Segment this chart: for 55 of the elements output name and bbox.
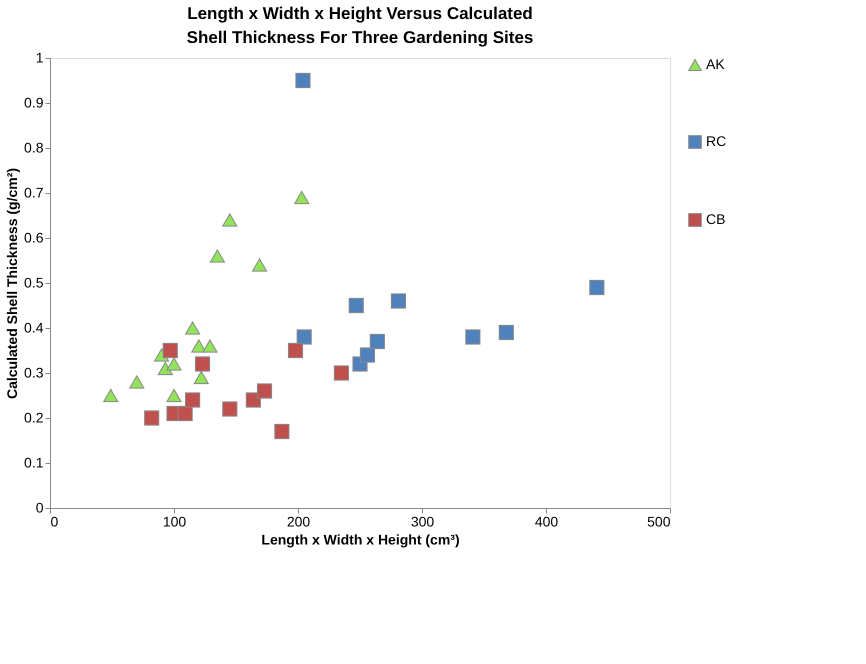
point: [390, 293, 406, 309]
point: [348, 298, 364, 314]
point: [194, 356, 210, 372]
point: [178, 406, 193, 422]
legend-label: CB: [706, 211, 726, 227]
point: [202, 339, 218, 353]
point: [589, 280, 604, 296]
point: [294, 190, 310, 204]
y-tick-label: 0.3: [24, 364, 44, 380]
y-axis-title: Calculated Shell Thickness (g/cm²): [4, 168, 20, 400]
y-tick-label: 0.1: [24, 454, 44, 470]
point: [144, 410, 160, 426]
x-tick-label: 100: [162, 514, 186, 530]
point: [222, 401, 238, 417]
point: [288, 342, 304, 358]
point: [166, 357, 182, 371]
point: [256, 383, 272, 399]
x-tick-label: 0: [50, 514, 58, 530]
point: [334, 365, 349, 381]
point: [252, 258, 268, 272]
x-tick-label: 300: [410, 514, 434, 530]
point: [158, 362, 173, 376]
point: [222, 213, 238, 227]
x-tick-label: 400: [534, 514, 558, 530]
legend-label: AK: [706, 56, 726, 72]
point: [210, 249, 225, 263]
point: [360, 347, 376, 363]
y-tick-label: 0: [36, 500, 44, 516]
y-tick-label: 0.9: [24, 94, 44, 110]
point: [465, 329, 480, 345]
y-tick-label: 0.7: [24, 184, 44, 200]
point: [185, 321, 200, 335]
point: [370, 334, 385, 350]
point: [191, 339, 206, 353]
point: [162, 342, 178, 358]
point: [295, 72, 311, 88]
x-tick-label: 500: [647, 514, 671, 530]
y-tick-label: 1: [36, 50, 44, 66]
y-tick-label: 0.8: [24, 140, 44, 156]
y-tick-label: 0.5: [24, 274, 44, 290]
point: [194, 370, 209, 384]
point: [103, 388, 118, 402]
point: [498, 324, 514, 340]
chart-title: Length x Width x Height Versus Calculated Shell Thickness For Three Gardening Sites: [186, 4, 534, 47]
y-tick-label: 0.4: [24, 320, 44, 336]
point: [274, 424, 290, 440]
point: [166, 388, 182, 402]
y-tick-label: 0.6: [24, 230, 44, 246]
y-tick-label: 0.2: [24, 410, 44, 426]
point: [296, 329, 312, 345]
x-tick-label: 200: [286, 514, 310, 530]
point: [129, 375, 144, 389]
legend-label: RC: [706, 133, 726, 149]
point: [185, 392, 200, 408]
x-axis-title: Length x Width x Height (cm³): [261, 532, 460, 548]
